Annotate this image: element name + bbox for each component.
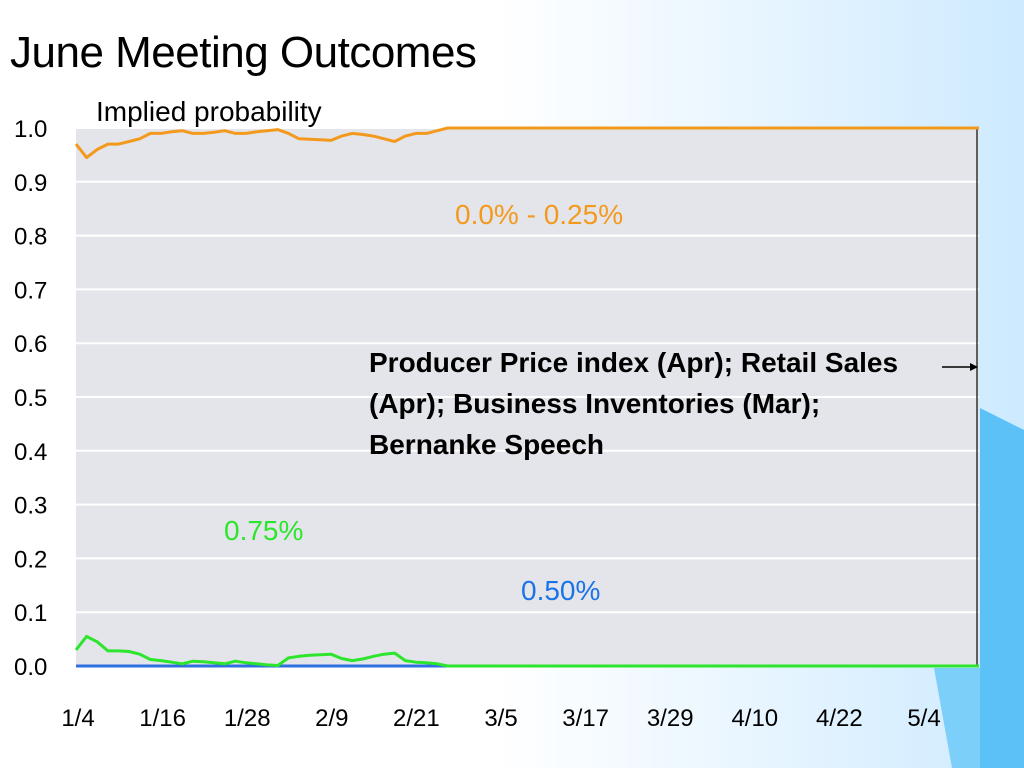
x-tick-label: 2/9 xyxy=(315,705,348,732)
y-tick-label: 0.0 xyxy=(14,654,47,681)
y-tick-label: 0.4 xyxy=(14,439,47,466)
x-tick-label: 1/28 xyxy=(224,705,271,732)
y-tick-label: 0.5 xyxy=(14,385,47,412)
series-label-0.50: 0.50% xyxy=(521,575,600,606)
annotation-arrow xyxy=(942,363,978,371)
y-tick-label: 0.8 xyxy=(14,224,47,251)
series-line-1 xyxy=(74,634,979,668)
event-annotation: Producer Price index (Apr); Retail Sales… xyxy=(369,347,899,460)
series-label-0-0.25: 0.0% - 0.25% xyxy=(455,199,623,230)
slide-title: June Meeting Outcomes xyxy=(10,28,477,77)
chart-subtitle: Implied probability xyxy=(96,96,322,127)
y-axis-ticks: 0.0 0.1 0.2 0.3 0.4 0.5 0.6 0.7 0.8 0.9 1.0 xyxy=(14,116,47,681)
x-tick-label: 2/21 xyxy=(393,705,440,732)
x-tick-label: 3/5 xyxy=(484,705,517,732)
x-tick-label: 5/4 xyxy=(907,705,940,732)
x-tick-label: 3/29 xyxy=(647,705,694,732)
series-label-0.75: 0.75% xyxy=(224,515,303,546)
y-tick-label: 0.1 xyxy=(14,600,47,627)
series-lines xyxy=(74,126,979,668)
y-tick-label: 0.3 xyxy=(14,493,47,520)
y-tick-label: 0.6 xyxy=(14,331,47,358)
y-tick-label: 0.9 xyxy=(14,170,47,197)
x-tick-label: 4/10 xyxy=(731,705,778,732)
y-tick-label: 0.2 xyxy=(14,546,47,573)
x-tick-label: 3/17 xyxy=(562,705,609,732)
x-tick-label: 1/4 xyxy=(61,705,94,732)
series-line-0 xyxy=(74,126,979,160)
x-tick-label: 4/22 xyxy=(816,705,863,732)
y-tick-label: 0.7 xyxy=(14,277,47,304)
x-tick-label: 1/16 xyxy=(139,705,186,732)
y-tick-label: 1.0 xyxy=(14,116,47,143)
x-axis-ticks: 1/4 1/16 1/28 2/9 2/21 3/5 3/17 3/29 4/10 4/22 5/4 xyxy=(61,705,940,732)
